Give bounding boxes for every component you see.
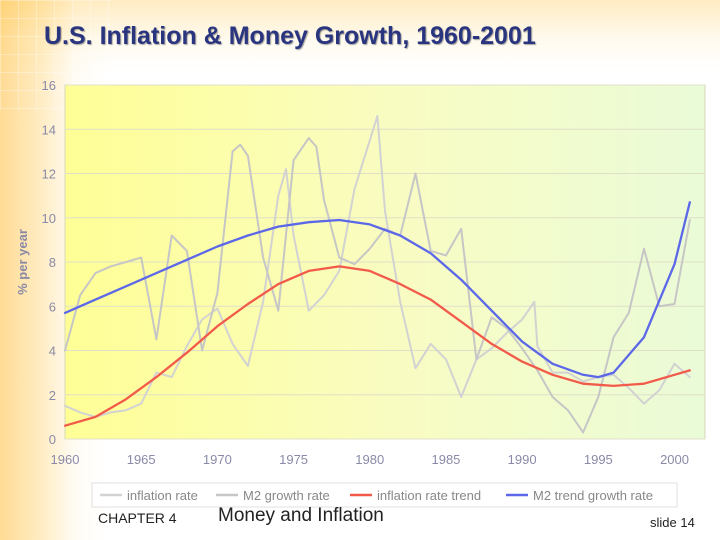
x-tick-label: 1995 (584, 452, 613, 467)
y-tick-label: 12 (42, 167, 56, 182)
axes: 0 2 4 6 8 10 12 14 16 1960 1965 1970 1975 1980 1985 199… (42, 78, 689, 467)
legend-label: inflation rate (127, 488, 198, 503)
x-tick-label: 1980 (355, 452, 384, 467)
y-tick-label: 2 (49, 388, 56, 403)
legend-label: M2 growth rate (243, 488, 330, 503)
legend-box (91, 482, 678, 508)
series-line-M2-growth-rate (64, 137, 691, 434)
x-tick-label: 1965 (127, 452, 156, 467)
y-tick-label: 10 (42, 211, 56, 226)
x-tick-label: 1985 (431, 452, 460, 467)
x-tick-label: 1990 (508, 452, 537, 467)
series-line-M2-trend-growth-rate (63, 201, 691, 379)
series-layer (63, 115, 691, 434)
y-tick-label: 4 (49, 344, 56, 359)
legend-label: inflation rate trend (377, 488, 481, 503)
footer-topic: Money and Inflation (218, 505, 384, 526)
series-line-inflation-rate-trend (63, 265, 691, 427)
x-tick-label: 1960 (51, 452, 80, 467)
x-tick-label: 1970 (203, 452, 232, 467)
x-tick-label: 1975 (279, 452, 308, 467)
slide-number: slide 14 (650, 515, 695, 530)
y-axis-label: % per year (15, 229, 30, 295)
y-tick-label: 16 (42, 78, 56, 93)
y-tick-label: 0 (49, 432, 56, 447)
footer-chapter: CHAPTER 4 (98, 510, 177, 526)
legend-label: M2 trend growth rate (533, 488, 653, 503)
x-tick-label: 2000 (660, 452, 689, 467)
series-line-inflation-rate (64, 115, 691, 418)
legend: inflation rate M2 growth rate inflation ra… (91, 482, 678, 508)
y-tick-label: 6 (49, 299, 56, 314)
slide-title: U.S. Inflation & Money Growth, 1960-2001 (44, 22, 536, 50)
y-tick-label: 8 (49, 255, 56, 270)
y-tick-label: 14 (42, 122, 56, 137)
